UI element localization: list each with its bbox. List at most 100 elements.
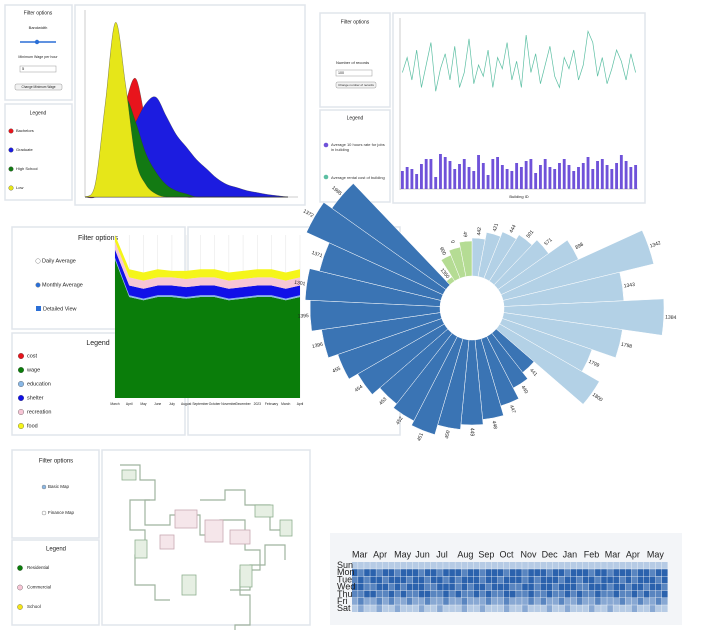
radio[interactable] <box>41 484 47 490</box>
heat-cell <box>534 562 540 569</box>
heat-cell <box>528 583 534 591</box>
heat-cell <box>443 569 449 576</box>
heat-cell <box>655 590 662 598</box>
heat-cell <box>528 598 534 605</box>
legend-label: Average 10 hours rate for jobs in buildi… <box>331 142 385 152</box>
bar <box>538 165 542 189</box>
heat-cell <box>364 562 370 569</box>
heat-cell <box>649 605 656 612</box>
heat-cell <box>552 562 559 569</box>
slider-knob[interactable] <box>34 39 40 45</box>
month-label: Apr <box>373 549 387 559</box>
heat-cell <box>637 569 644 576</box>
heat-cell <box>595 576 601 584</box>
heat-cell <box>661 583 668 591</box>
bar <box>467 167 471 189</box>
bar-label: 1371 <box>311 250 324 259</box>
heat-cell <box>461 576 468 584</box>
bar <box>462 159 466 189</box>
heat-cell <box>576 562 583 569</box>
radial-bar <box>304 268 442 307</box>
heat-cell <box>570 562 577 569</box>
bar-label: 49 <box>461 231 468 237</box>
heat-cell <box>364 583 370 591</box>
heat-cell <box>406 590 413 598</box>
heat-cell <box>625 562 632 569</box>
heat-cell <box>534 583 540 591</box>
heat-cell <box>528 605 534 612</box>
heat-cell <box>437 605 443 612</box>
radio[interactable] <box>41 510 47 516</box>
heat-cell <box>370 598 376 605</box>
heat-cell <box>443 562 449 569</box>
filter-title: Filter options <box>341 19 370 25</box>
heat-cell <box>619 590 626 598</box>
heat-cell <box>376 576 382 584</box>
stacked-area <box>115 249 300 299</box>
day-label: Wed <box>337 582 355 592</box>
panel <box>11 449 100 539</box>
heat-cell <box>473 562 480 569</box>
radial-bar <box>411 336 464 435</box>
filter-title: Filter options <box>39 459 73 465</box>
map-road <box>230 544 286 591</box>
x-tick-label: May <box>140 402 147 406</box>
heat-cell <box>528 590 534 598</box>
heat-cell <box>540 590 547 598</box>
heat-cell <box>522 583 528 591</box>
checkbox[interactable] <box>36 306 41 311</box>
heat-cell <box>352 562 358 569</box>
select[interactable] <box>19 65 57 73</box>
heat-cell <box>607 562 613 569</box>
heat-cell <box>424 562 431 569</box>
heat-cell <box>418 569 425 576</box>
heat-cell <box>552 598 559 605</box>
heat-cell <box>370 569 376 576</box>
heat-cell <box>607 576 613 584</box>
heat-cell <box>595 590 601 598</box>
heat-cell <box>364 590 370 598</box>
heat-cell <box>485 569 492 576</box>
heat-cell <box>631 590 638 598</box>
month-label: Jun <box>415 549 430 559</box>
heat-cell <box>467 605 474 612</box>
x-tick-label: October <box>209 402 222 406</box>
bar <box>577 167 580 189</box>
x-tick-label: March <box>110 402 119 406</box>
legend-swatch <box>18 423 24 429</box>
heat-cell <box>552 576 559 584</box>
heat-cell <box>437 590 443 598</box>
bar <box>605 165 609 189</box>
heat-cell <box>461 562 468 569</box>
heat-cell <box>376 583 382 591</box>
bar-label: 441 <box>528 368 538 378</box>
heat-cell <box>503 598 510 605</box>
heat-cell <box>437 598 443 605</box>
heat-cell <box>661 590 668 598</box>
button[interactable] <box>335 81 377 89</box>
radio[interactable] <box>35 258 41 264</box>
button[interactable] <box>14 83 63 91</box>
input[interactable] <box>335 69 373 77</box>
bar <box>448 161 452 189</box>
heat-cell <box>522 605 528 612</box>
heat-cell <box>613 576 619 584</box>
bar <box>510 171 514 189</box>
heat-cell <box>473 583 480 591</box>
select-value: 5 <box>22 66 25 71</box>
radio[interactable] <box>35 282 41 288</box>
legend-swatch <box>18 353 24 359</box>
heat-cell <box>358 605 364 612</box>
heat-cell <box>370 562 376 569</box>
heat-cell <box>570 569 577 576</box>
x-tick-label: November <box>221 402 237 406</box>
heat-cell <box>461 569 468 576</box>
heat-cell <box>661 569 668 576</box>
heat-cell <box>643 598 650 605</box>
heat-cell <box>449 569 455 576</box>
heat-cell <box>607 569 613 576</box>
heat-cell <box>510 576 516 584</box>
radial-bar <box>501 312 623 359</box>
month-label: Apr <box>626 549 640 559</box>
